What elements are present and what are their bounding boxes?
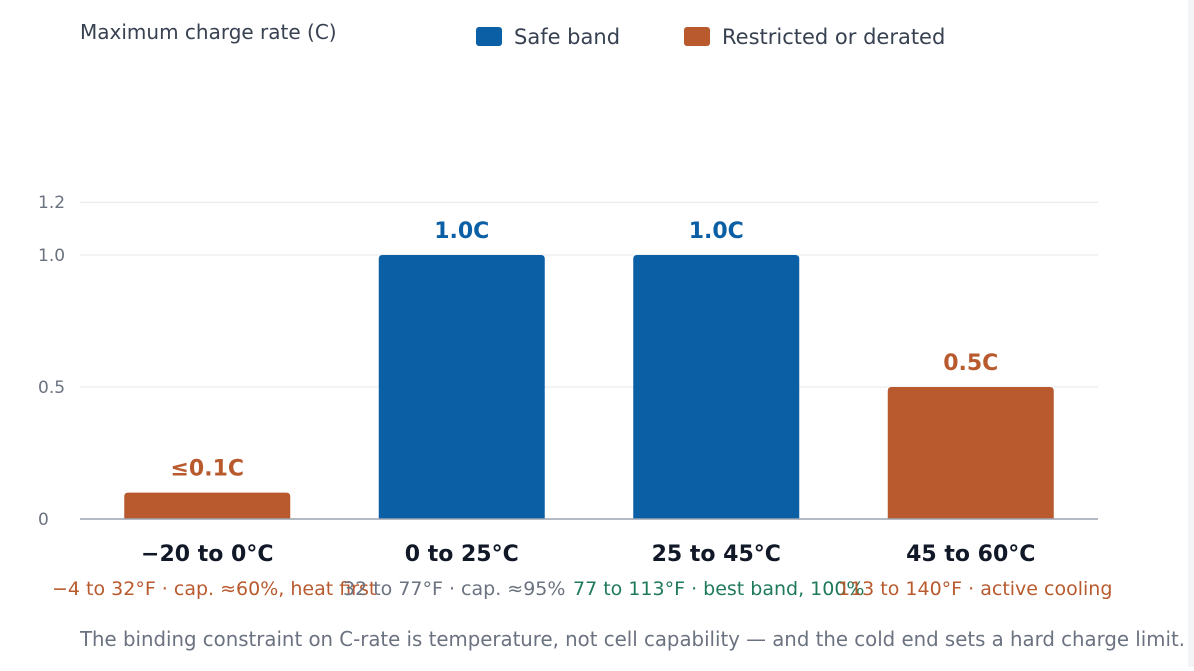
bar-1 xyxy=(124,492,291,519)
y-axis-title: Maximum charge rate (C) xyxy=(80,20,337,44)
data-label-4: 0.5C xyxy=(943,351,998,376)
bar-3 xyxy=(633,255,800,519)
legend-label-2: Restricted or derated xyxy=(722,25,945,49)
category-note-3: 77 to 113°F · best band, 100% xyxy=(573,578,865,600)
bar-2 xyxy=(378,255,545,519)
footnote: The binding constraint on C-rate is temp… xyxy=(79,627,1185,651)
legend-swatch-1 xyxy=(476,27,502,46)
x-category-label-3: 25 to 45°C xyxy=(652,542,781,567)
y-tick-label-1: 0 xyxy=(38,510,49,530)
data-label-2: 1.0C xyxy=(434,219,489,244)
x-category-label-2: 0 to 25°C xyxy=(405,542,519,567)
x-category-label-4: 45 to 60°C xyxy=(906,542,1035,567)
y-tick-label-2: 0.5 xyxy=(38,378,65,398)
category-note-1: −4 to 32°F · cap. ≈60%, heat first xyxy=(52,578,376,600)
y-tick-label-3: 1.0 xyxy=(38,246,65,266)
data-label-1: ≤0.1C xyxy=(170,457,244,482)
legend-swatch-2 xyxy=(684,27,710,46)
scrollbar-track xyxy=(1188,0,1194,667)
x-category-label-1: −20 to 0°C xyxy=(141,542,273,567)
legend-label-1: Safe band xyxy=(514,25,620,49)
data-label-3: 1.0C xyxy=(689,219,744,244)
category-note-4: 113 to 140°F · active cooling xyxy=(838,578,1112,600)
y-tick-label-4: 1.2 xyxy=(38,193,65,213)
category-note-2: 32 to 77°F · cap. ≈95% xyxy=(343,578,565,600)
bar-4 xyxy=(887,387,1054,519)
